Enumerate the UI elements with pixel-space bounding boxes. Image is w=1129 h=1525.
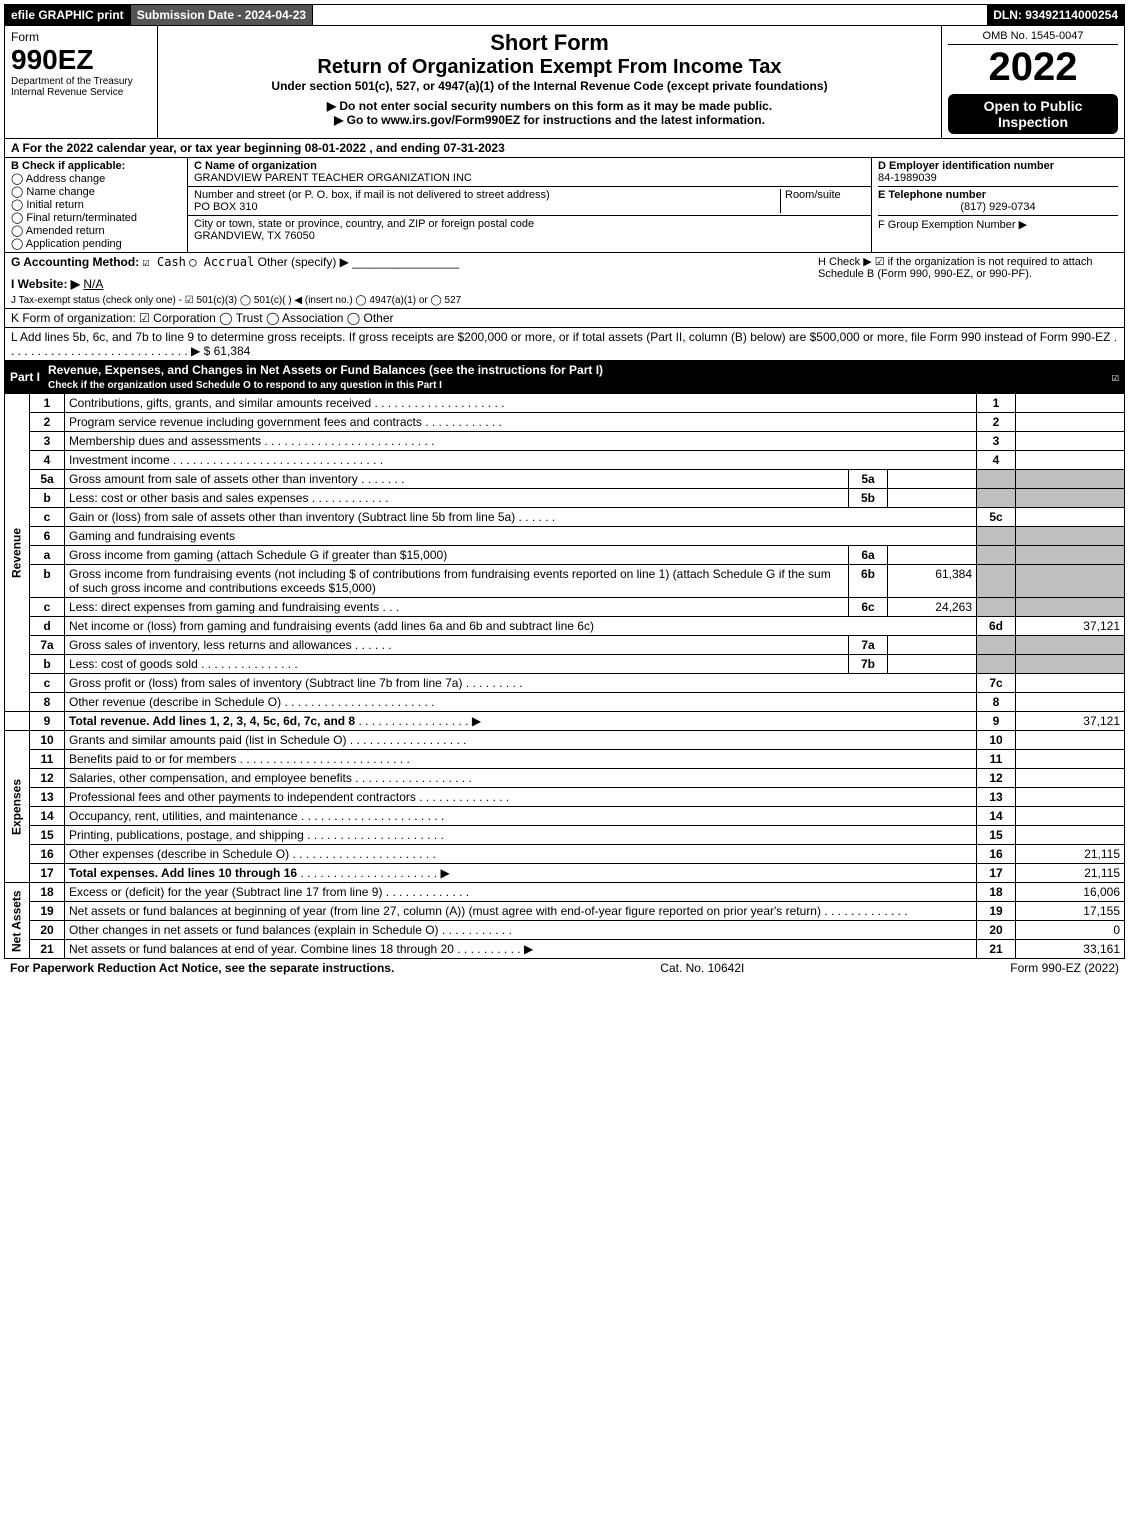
part1-header: Part I Revenue, Expenses, and Changes in… — [4, 361, 1125, 393]
val-6d: 37,121 — [1016, 617, 1125, 636]
val-20: 0 — [1016, 921, 1125, 940]
c-city-label: City or town, state or province, country… — [194, 218, 534, 230]
footer-form: Form 990-EZ (2022) — [1010, 961, 1119, 975]
l-amount: ▶ $ 61,384 — [191, 344, 250, 358]
ssn-warning: ▶ Do not enter social security numbers o… — [164, 99, 935, 113]
b-item-3[interactable]: ◯ Final return/terminated — [11, 211, 181, 224]
irs-label: Internal Revenue Service — [11, 87, 151, 98]
org-city: GRANDVIEW, TX 76050 — [194, 230, 315, 242]
val-2 — [1016, 413, 1125, 432]
footer-cat: Cat. No. 10642I — [660, 961, 744, 975]
dln-label: DLN: 93492114000254 — [987, 5, 1124, 25]
val-5a — [888, 470, 977, 489]
form-word: Form — [11, 30, 151, 44]
dept-treasury: Department of the Treasury — [11, 76, 151, 87]
open-public-badge: Open to Public Inspection — [948, 94, 1118, 134]
line-a: A For the 2022 calendar year, or tax yea… — [4, 139, 1125, 158]
val-7a — [888, 636, 977, 655]
val-3 — [1016, 432, 1125, 451]
netassets-label: Net Assets — [5, 883, 30, 959]
box-def: D Employer identification number 84-1989… — [872, 158, 1124, 252]
c-name-label: C Name of organization — [194, 160, 317, 172]
website-value: N/A — [83, 277, 103, 291]
val-18: 16,006 — [1016, 883, 1125, 902]
b-item-4[interactable]: ◯ Amended return — [11, 224, 181, 237]
goto-link[interactable]: ▶ Go to www.irs.gov/Form990EZ for instru… — [164, 113, 935, 127]
part1-table: Revenue 1 Contributions, gifts, grants, … — [4, 393, 1125, 959]
form-number: 990EZ — [11, 44, 151, 76]
top-bar: efile GRAPHIC print Submission Date - 20… — [4, 4, 1125, 26]
bcd-block: B Check if applicable: ◯ Address change … — [4, 158, 1125, 253]
b-item-1[interactable]: ◯ Name change — [11, 185, 181, 198]
g-cash[interactable]: ☑ Cash — [143, 255, 186, 269]
page-footer: For Paperwork Reduction Act Notice, see … — [4, 959, 1125, 977]
g-other[interactable]: Other (specify) ▶ — [258, 255, 349, 269]
val-14 — [1016, 807, 1125, 826]
val-5b — [888, 489, 977, 508]
val-7b — [888, 655, 977, 674]
form-header: Form 990EZ Department of the Treasury In… — [4, 26, 1125, 139]
line-i: I Website: ▶ N/A — [11, 277, 818, 291]
b-item-0[interactable]: ◯ Address change — [11, 172, 181, 185]
val-11 — [1016, 750, 1125, 769]
box-c: C Name of organization GRANDVIEW PARENT … — [188, 158, 872, 252]
b-item-5[interactable]: ◯ Application pending — [11, 237, 181, 250]
val-17: 21,115 — [1016, 864, 1125, 883]
val-19: 17,155 — [1016, 902, 1125, 921]
c-street-label: Number and street (or P. O. box, if mail… — [194, 189, 550, 201]
ein-value: 84-1989039 — [878, 172, 1118, 184]
b-item-2[interactable]: ◯ Initial return — [11, 198, 181, 211]
val-21: 33,161 — [1016, 940, 1125, 959]
val-9: 37,121 — [1016, 712, 1125, 731]
val-12 — [1016, 769, 1125, 788]
val-6b: 61,384 — [888, 565, 977, 598]
val-1 — [1016, 394, 1125, 413]
line-h: H Check ▶ ☑ if the organization is not r… — [818, 255, 1118, 306]
main-title: Return of Organization Exempt From Incom… — [164, 56, 935, 79]
val-15 — [1016, 826, 1125, 845]
val-13 — [1016, 788, 1125, 807]
phone-value: (817) 929-0734 — [878, 201, 1118, 213]
val-16: 21,115 — [1016, 845, 1125, 864]
part1-check[interactable]: ☑ — [1112, 370, 1119, 384]
room-suite-label: Room/suite — [780, 189, 865, 213]
subtitle: Under section 501(c), 527, or 4947(a)(1)… — [164, 79, 935, 93]
submission-date: Submission Date - 2024-04-23 — [131, 5, 313, 25]
revenue-label: Revenue — [5, 394, 30, 712]
short-form-title: Short Form — [164, 30, 935, 56]
line-l: L Add lines 5b, 6c, and 7b to line 9 to … — [4, 328, 1125, 361]
g-accrual[interactable]: ◯ Accrual — [189, 255, 254, 269]
efile-label: efile GRAPHIC print — [5, 5, 131, 25]
part1-label: Part I — [10, 370, 48, 384]
val-5c — [1016, 508, 1125, 527]
f-group-label: F Group Exemption Number ▶ — [878, 215, 1118, 231]
line-k: K Form of organization: ☑ Corporation ◯ … — [4, 309, 1125, 328]
val-10 — [1016, 731, 1125, 750]
val-6a — [888, 546, 977, 565]
gh-block: G Accounting Method: ☑ Cash ◯ Accrual Ot… — [4, 253, 1125, 309]
val-7c — [1016, 674, 1125, 693]
val-8 — [1016, 693, 1125, 712]
d-ein-label: D Employer identification number — [878, 160, 1118, 172]
box-b: B Check if applicable: ◯ Address change … — [5, 158, 188, 252]
part1-title: Revenue, Expenses, and Changes in Net As… — [48, 363, 603, 391]
tax-year: 2022 — [948, 45, 1118, 90]
val-4 — [1016, 451, 1125, 470]
b-title: B Check if applicable: — [11, 160, 181, 172]
footer-left: For Paperwork Reduction Act Notice, see … — [10, 961, 394, 975]
line-j: J Tax-exempt status (check only one) - ☑… — [11, 295, 818, 306]
expenses-label: Expenses — [5, 731, 30, 883]
e-phone-label: E Telephone number — [878, 186, 1118, 201]
org-street: PO BOX 310 — [194, 201, 258, 213]
omb-number: OMB No. 1545-0047 — [948, 30, 1118, 45]
val-6c: 24,263 — [888, 598, 977, 617]
org-name: GRANDVIEW PARENT TEACHER ORGANIZATION IN… — [194, 172, 472, 184]
line-g: G Accounting Method: ☑ Cash ◯ Accrual Ot… — [11, 255, 818, 269]
